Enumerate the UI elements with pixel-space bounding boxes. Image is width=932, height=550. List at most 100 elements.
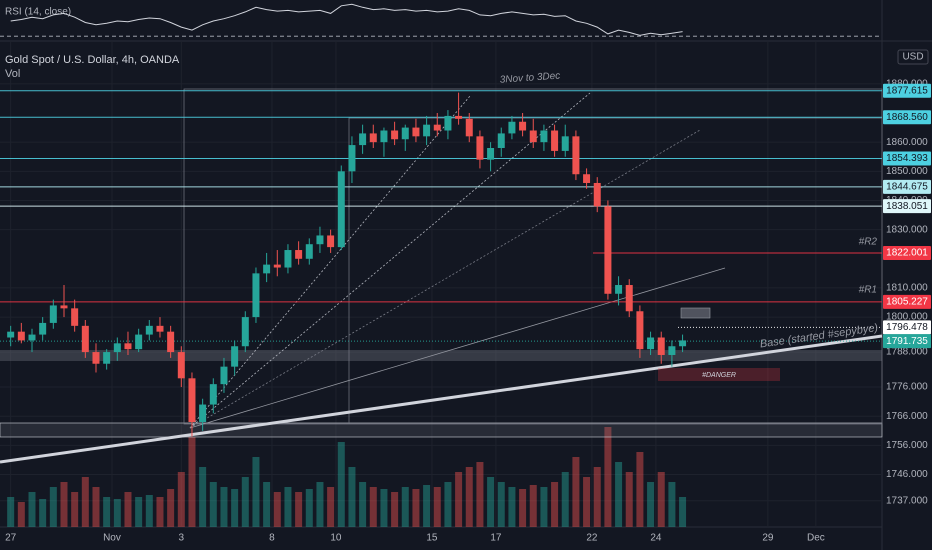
volume-bar: [71, 492, 79, 527]
volume-bar: [412, 489, 420, 527]
base-line: [0, 334, 883, 464]
level-label: 1791.735: [886, 336, 928, 347]
candle-body: [316, 235, 324, 245]
volume-bar: [647, 482, 655, 527]
volume-bar: [615, 462, 623, 527]
volume-bar: [7, 497, 15, 527]
volume-bar: [103, 497, 111, 527]
volume-bar: [28, 492, 36, 527]
candle-body: [583, 174, 591, 183]
candle-body: [657, 337, 665, 355]
level-label-box: [883, 245, 931, 260]
candle-body: [540, 130, 548, 143]
level-label: 1877.615: [886, 85, 928, 96]
candle-body: [572, 136, 580, 175]
candle-body: [476, 136, 484, 160]
level-label-box: [883, 83, 931, 98]
candle-body: [327, 235, 335, 248]
candle-body: [167, 331, 175, 353]
volume-bar: [508, 487, 516, 527]
volume-bar: [391, 492, 399, 527]
y-tick-label: 1737.000: [886, 495, 928, 506]
candle-body: [199, 404, 207, 423]
volume-bar: [487, 477, 495, 527]
volume-bar: [540, 487, 548, 527]
candle-body: [508, 121, 516, 134]
volume-bar: [327, 487, 335, 527]
volume-bar: [572, 457, 580, 527]
volume-bar: [359, 482, 367, 527]
candle-body: [561, 136, 569, 151]
candle-body: [156, 325, 164, 332]
candle-body: [668, 346, 676, 355]
candle-body: [252, 273, 260, 318]
candle-body: [263, 264, 271, 274]
candle-body: [359, 133, 367, 146]
volume-bar: [433, 487, 441, 527]
candle-body: [124, 343, 132, 350]
volume-bar: [188, 437, 196, 527]
volume-bar: [145, 495, 153, 527]
candle-body: [177, 352, 185, 379]
candle-body: [135, 334, 143, 350]
candle-body: [636, 311, 644, 350]
candle-body: [337, 171, 345, 248]
candle-body: [604, 206, 612, 294]
volume-bar: [401, 487, 409, 527]
candle-body: [103, 352, 111, 364]
volume-bar: [551, 482, 559, 527]
volume-bar: [583, 477, 591, 527]
level-label: 1868.560: [886, 112, 928, 123]
level-label-box: [883, 151, 931, 166]
candle-body: [284, 250, 292, 268]
volume-bar: [167, 489, 175, 527]
candle-body: [28, 334, 36, 341]
candle-body: [7, 331, 15, 338]
level-label-box: [883, 294, 931, 309]
candle-body: [412, 127, 420, 137]
volume-bar: [17, 502, 25, 527]
base-zone: [0, 422, 883, 438]
volume-bar: [81, 477, 89, 527]
candle-body: [679, 340, 687, 347]
candle-body: [647, 337, 655, 350]
chart-title: Gold Spot / U.S. Dollar, 4h, OANDA: [5, 54, 180, 66]
volume-bar: [220, 487, 228, 527]
x-tick-label: 8: [269, 533, 275, 544]
level-label: 1805.227: [886, 296, 928, 307]
candle-body: [81, 325, 89, 353]
volume-bar: [156, 497, 164, 527]
y-tick-label: 1746.000: [886, 469, 928, 480]
volume-bar: [348, 467, 356, 527]
x-tick-label: Dec: [807, 533, 825, 544]
candle-body: [49, 305, 57, 323]
trend-arrow: [189, 267, 726, 429]
level-label-box: [883, 179, 931, 194]
level-label: 1822.001: [886, 248, 928, 259]
candle-body: [17, 331, 25, 341]
candle-body: [444, 115, 452, 131]
candle-body: [231, 346, 239, 367]
candle-body: [71, 308, 79, 326]
y-tick-label: 1810.000: [886, 283, 928, 294]
volume-bar: [679, 497, 687, 527]
volume-bar: [135, 497, 143, 527]
candle-body: [529, 130, 537, 143]
candle-body: [39, 322, 47, 335]
level-label-box: [883, 334, 931, 349]
fan-line: [189, 129, 701, 429]
volume-bar: [668, 482, 676, 527]
volume-bar: [231, 489, 239, 527]
candle-body: [497, 133, 505, 148]
volume-bar: [177, 472, 185, 527]
volume-bar: [625, 472, 633, 527]
candle-body: [295, 250, 303, 259]
currency: USD: [902, 52, 923, 63]
volume-bar: [476, 462, 484, 527]
x-tick-label: 17: [490, 533, 502, 544]
volume-bar: [252, 457, 260, 527]
fan-line: [189, 92, 591, 429]
volume-bar: [113, 499, 121, 527]
annotation: #R2: [859, 237, 878, 248]
volume-bar: [465, 467, 473, 527]
